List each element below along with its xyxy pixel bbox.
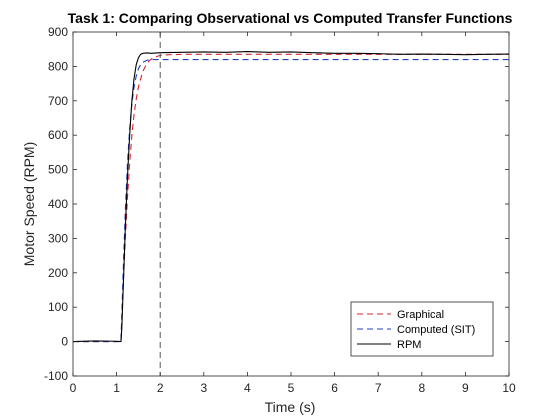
y-tick-label: 200 <box>48 266 68 280</box>
series-group <box>72 51 510 343</box>
x-tick-label: 1 <box>113 381 120 395</box>
plot-area: 0 1 2 3 4 5 6 7 8 9 10 -10001002003004005006007008… <box>44 25 516 395</box>
y-axis-title: Motor Speed (RPM) <box>21 142 37 266</box>
series-line-rpm <box>72 51 510 343</box>
x-axis-title: Time (s) <box>265 399 316 415</box>
y-tick-label: 500 <box>48 163 68 177</box>
y-tick-label: 300 <box>48 231 68 245</box>
y-tick-label: 400 <box>48 197 68 211</box>
x-tick-label: 3 <box>200 381 207 395</box>
x-tick-label: 8 <box>418 381 425 395</box>
y-tick-label: -100 <box>44 369 68 383</box>
y-tick-label: 700 <box>48 94 68 108</box>
legend-label-graphical: Graphical <box>397 309 444 321</box>
legend-label-computed-sit: Computed (SIT) <box>397 324 475 336</box>
x-tick-label: 7 <box>375 381 382 395</box>
y-tick-label: 600 <box>48 128 68 142</box>
y-tick-label: 0 <box>61 335 68 349</box>
legend-box <box>350 301 494 357</box>
y-tick-label: 800 <box>48 59 68 73</box>
x-tick-label: 2 <box>157 381 164 395</box>
y-tick-label: 100 <box>48 300 68 314</box>
x-tick-label: 0 <box>70 381 77 395</box>
legend-label-rpm: RPM <box>397 339 421 351</box>
legend-items: Graphical Computed (SIT) RPM <box>357 309 475 351</box>
x-tick-label: 10 <box>502 381 516 395</box>
series-line-computed-sit <box>73 58 509 343</box>
y-tick-label: 900 <box>48 25 68 39</box>
x-tick-label: 5 <box>288 381 295 395</box>
x-tick-label: 6 <box>331 381 338 395</box>
x-tick-label: 4 <box>244 381 251 395</box>
x-tick-label: 9 <box>462 381 469 395</box>
chart-title: Task 1: Comparing Observational vs Compu… <box>68 10 513 26</box>
series-line-graphical <box>73 53 509 343</box>
legend: Graphical Computed (SIT) RPM <box>350 301 494 357</box>
y-axis-ticks: -100 0 100 200 300 400 500 600 700 800 900 <box>44 25 509 383</box>
x-axis-ticks: 0 1 2 3 4 5 6 7 8 9 10 <box>70 32 516 395</box>
